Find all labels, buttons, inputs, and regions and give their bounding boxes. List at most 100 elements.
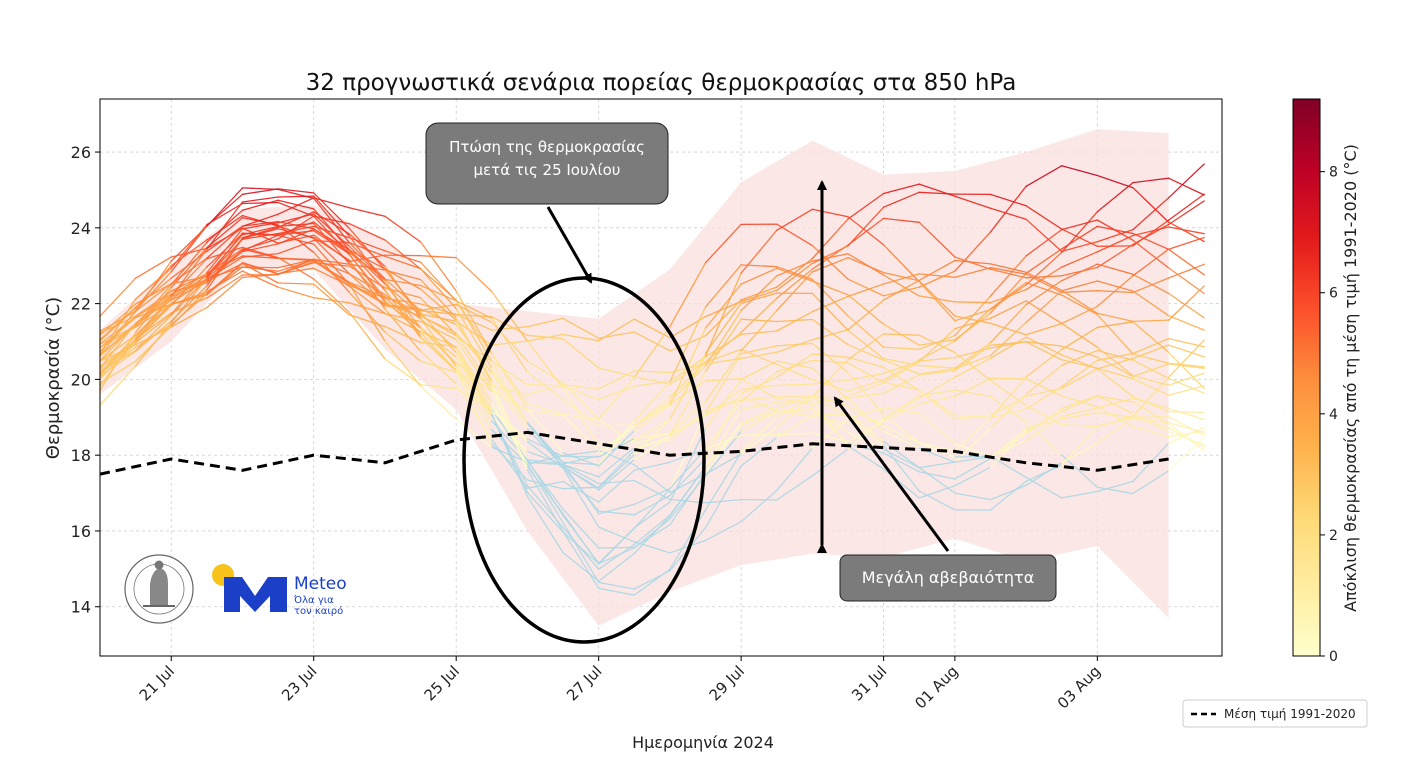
ensemble-member-segment [882,425,920,444]
ensemble-member-segment [704,399,742,412]
ensemble-member-segment [776,208,814,231]
ensemble-member-segment [526,409,564,416]
ensemble-member-segment [776,311,814,332]
ensemble-member-segment [134,290,172,317]
ensemble-member-segment [847,356,885,368]
ensemble-member-segment [989,336,1027,359]
ensemble-member-segment [526,469,564,532]
ensemble-member-segment [1061,165,1098,177]
y-tick-label: 26 [71,143,91,162]
ensemble-member-segment [170,272,208,296]
ensemble-member-segment [1025,290,1063,323]
ensemble-member-segment [348,285,386,315]
ensemble-member-segment [847,294,885,325]
ensemble-member-segment [704,453,742,475]
ensemble-member-segment [740,318,778,323]
ensemble-member-segment [491,380,529,430]
ensemble-member-segment [384,325,422,344]
ensemble-member-segment [704,223,742,264]
ensemble-member-segment [633,514,671,546]
ensemble-member-segment [241,187,279,191]
ensemble-member-segment [989,484,1027,501]
ensemble-member-segment [100,315,137,334]
ensemble-member-segment [1096,275,1134,308]
ensemble-member-segment [1061,423,1098,428]
ensemble-member-segment [598,552,635,582]
ensemble-member-segment [562,463,600,478]
ensemble-member-segment [562,465,600,491]
ensemble-member-segment [384,278,422,312]
ensemble-member-segment [669,412,707,490]
ensemble-member-segment [989,185,1027,233]
x-tick-label: 27 Jul [563,662,605,704]
ensemble-member-segment [704,310,742,367]
ensemble-member-segment [740,407,778,424]
ensemble-member-segment [704,401,742,450]
ensemble-member-segment [562,551,600,582]
ensemble-member-segment [882,359,920,375]
ensemble-member-segment [740,411,778,426]
ensemble-member-segment [491,360,529,386]
meteo-brand-text: Meteo [294,574,347,594]
ensemble-member-segment [633,435,671,461]
callout-cooling-line: Πτώση της θερμοκρασίας [449,138,645,156]
ensemble-member-segment [633,325,671,379]
ensemble-member-segment [562,384,600,390]
ensemble-member-segment [1025,280,1063,306]
ensemble-member-segment [740,289,778,303]
ensemble-member-segment [776,414,814,439]
ensemble-member-segment [419,360,457,374]
ensemble-member-segment [348,281,386,298]
ensemble-member-segment [1061,490,1098,499]
ensemble-member-segment [954,414,992,421]
ensemble-member-segment [277,228,315,245]
ensemble-member-segment [562,512,600,565]
ensemble-member-segment [776,400,814,403]
ensemble-member-segment [954,443,992,457]
ensemble-member-segment [419,350,457,385]
ensemble-member-segment [598,587,635,596]
ensemble-member-segment [882,403,920,422]
ensemble-member-segment [455,370,493,445]
ensemble-member-segment [562,317,600,339]
ensemble-member-segment [954,347,992,359]
ensemble-member-segment [1132,319,1170,323]
ensemble-member-segment [598,420,635,466]
ensemble-member-segment [313,237,350,275]
ensemble-member-segment [918,395,956,405]
ensemble-member-segment [1061,289,1098,314]
ensemble-member-segment [740,292,778,304]
ensemble-member-segment [704,378,742,429]
ensemble-member-segment [633,400,671,426]
ensemble-member-segment [1025,378,1063,397]
ensemble-member-segment [313,278,350,313]
ensemble-member-segment [1025,271,1063,291]
ensemble-member-segment [1096,312,1134,323]
ensemble-member-segment [170,291,208,306]
ensemble-member-segment [776,395,814,398]
ensemble-member-segment [455,383,493,441]
ensemble-member-segment [1167,416,1205,437]
ensemble-member-segment [384,255,422,270]
ensemble-member-segment [776,342,814,347]
ensemble-member-segment [918,471,956,480]
ensemble-member-segment [882,271,920,282]
x-tick-label: 29 Jul [706,662,748,704]
ensemble-member-segment [206,274,244,299]
ensemble-member-segment [134,313,172,344]
ensemble-member-segment [740,416,778,454]
ensemble-member-segment [669,380,707,405]
ensemble-member-segment [1025,251,1063,286]
ensemble-member-segment [134,265,172,309]
ensemble-member-segment [989,379,1027,407]
ensemble-member-segment [1096,228,1134,243]
ensemble-member-segment [384,215,422,243]
ensemble-member-segment [669,472,707,526]
ensemble-member-segment [1132,470,1170,495]
y-axis: 14 16 18 20 22 24 26 [71,143,100,617]
ensemble-member-segment [313,260,350,283]
ensemble-member-segment [384,278,422,287]
ensemble-member-segment [562,382,600,421]
ensemble-member-segment [847,206,885,247]
ensemble-member-segment [918,412,956,445]
